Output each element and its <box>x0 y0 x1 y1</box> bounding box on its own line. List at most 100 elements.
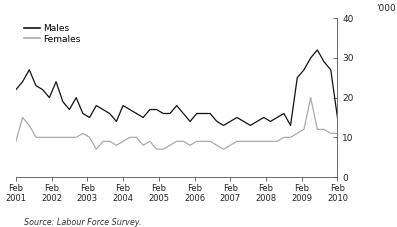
Females <box>322 128 326 131</box>
Males <box>13 88 18 91</box>
Males <box>121 104 125 107</box>
Females <box>34 136 39 139</box>
Females <box>174 140 179 143</box>
Males <box>228 120 233 123</box>
Line: Females: Females <box>16 98 337 149</box>
Males <box>214 120 219 123</box>
Males <box>328 69 333 71</box>
Males <box>208 112 212 115</box>
Females <box>107 140 112 143</box>
Males <box>134 112 139 115</box>
Males <box>127 108 132 111</box>
Females <box>188 144 193 147</box>
Males <box>248 124 253 127</box>
Males <box>295 76 300 79</box>
Females <box>208 140 212 143</box>
Males <box>308 57 313 59</box>
Males <box>141 116 146 119</box>
Males <box>34 84 39 87</box>
Females <box>127 136 132 139</box>
Males <box>335 116 340 119</box>
Males <box>255 120 260 123</box>
Males <box>201 112 206 115</box>
Males <box>60 100 65 103</box>
Males <box>147 108 152 111</box>
Females <box>201 140 206 143</box>
Males <box>27 69 32 71</box>
Females <box>100 140 105 143</box>
Males <box>20 80 25 83</box>
Females <box>268 140 273 143</box>
Females <box>288 136 293 139</box>
Males <box>275 116 279 119</box>
Females <box>181 140 186 143</box>
Males <box>94 104 98 107</box>
Females <box>60 136 65 139</box>
Males <box>188 120 193 123</box>
Females <box>94 148 98 151</box>
Males <box>195 112 199 115</box>
Males <box>114 120 119 123</box>
Females <box>315 128 320 131</box>
Females <box>74 136 79 139</box>
Females <box>54 136 58 139</box>
Males <box>81 112 85 115</box>
Males <box>47 96 52 99</box>
Females <box>235 140 239 143</box>
Females <box>214 144 219 147</box>
Females <box>81 132 85 135</box>
Males <box>168 112 172 115</box>
Males <box>67 108 72 111</box>
Males <box>221 124 226 127</box>
Females <box>255 140 260 143</box>
Females <box>275 140 279 143</box>
Females <box>147 140 152 143</box>
Females <box>281 136 286 139</box>
Males <box>107 112 112 115</box>
Males <box>241 120 246 123</box>
Males <box>181 112 186 115</box>
Females <box>47 136 52 139</box>
Females <box>241 140 246 143</box>
Legend: Males, Females: Males, Females <box>23 24 81 44</box>
Males <box>302 69 306 71</box>
Females <box>141 144 146 147</box>
Females <box>295 132 300 135</box>
Males <box>87 116 92 119</box>
Males <box>288 124 293 127</box>
Females <box>228 144 233 147</box>
Females <box>308 96 313 99</box>
Females <box>328 132 333 135</box>
Females <box>154 148 159 151</box>
Males <box>268 120 273 123</box>
Text: Source: Labour Force Survey.: Source: Labour Force Survey. <box>24 218 141 227</box>
Females <box>13 140 18 143</box>
Males <box>40 88 45 91</box>
Females <box>335 132 340 135</box>
Males <box>74 96 79 99</box>
Males <box>261 116 266 119</box>
Males <box>161 112 166 115</box>
Males <box>281 112 286 115</box>
Males <box>100 108 105 111</box>
Females <box>67 136 72 139</box>
Females <box>221 148 226 151</box>
Females <box>134 136 139 139</box>
Females <box>168 144 172 147</box>
Females <box>161 148 166 151</box>
Females <box>261 140 266 143</box>
Males <box>154 108 159 111</box>
Females <box>114 144 119 147</box>
Females <box>87 136 92 139</box>
Males <box>322 60 326 63</box>
Females <box>195 140 199 143</box>
Males <box>315 49 320 51</box>
Males <box>235 116 239 119</box>
Females <box>121 140 125 143</box>
Females <box>40 136 45 139</box>
Females <box>20 116 25 119</box>
Line: Males: Males <box>16 50 337 125</box>
Females <box>27 124 32 127</box>
Text: '000: '000 <box>376 4 396 13</box>
Females <box>302 128 306 131</box>
